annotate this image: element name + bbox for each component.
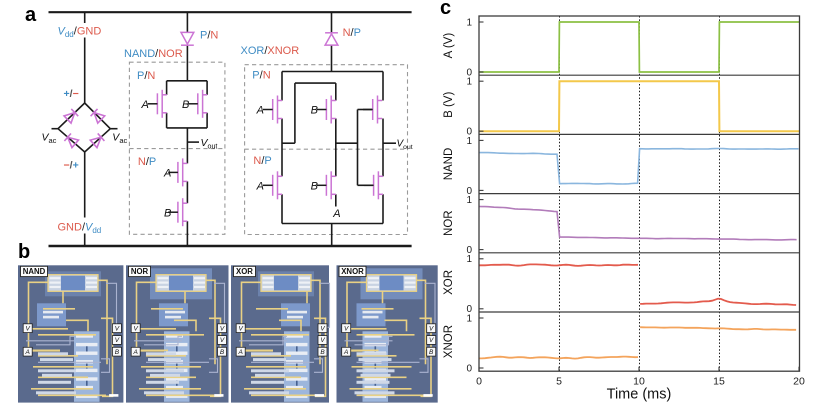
svg-text:NOR: NOR — [443, 210, 455, 236]
svg-text:XOR: XOR — [443, 270, 455, 295]
svg-text:B: B — [164, 207, 171, 219]
svg-text:1: 1 — [466, 195, 472, 206]
svg-text:A (V): A (V) — [443, 33, 455, 59]
svg-text:B: B — [115, 349, 120, 356]
svg-text:V: V — [344, 325, 349, 332]
svg-text:A: A — [256, 181, 264, 193]
svg-text:P/N: P/N — [200, 30, 218, 42]
svg-text:V: V — [220, 337, 225, 344]
svg-text:N/P: N/P — [343, 27, 361, 39]
svg-text:V: V — [429, 325, 434, 332]
svg-text:a: a — [25, 4, 37, 26]
svg-text:c: c — [440, 0, 451, 19]
svg-text:0: 0 — [476, 376, 482, 388]
svg-text:XOR: XOR — [236, 267, 253, 276]
svg-text:A: A — [343, 349, 348, 356]
svg-text:B: B — [311, 105, 318, 117]
svg-text:V: V — [115, 325, 120, 332]
svg-text:XNOR: XNOR — [341, 267, 364, 276]
svg-text:A: A — [141, 99, 149, 111]
svg-text:1: 1 — [466, 136, 472, 147]
svg-text:b: b — [18, 241, 30, 263]
svg-text:1: 1 — [466, 77, 472, 88]
svg-text:0: 0 — [466, 186, 472, 197]
svg-text:N/P: N/P — [253, 155, 271, 167]
svg-text:V: V — [320, 337, 325, 344]
svg-text:XNOR: XNOR — [443, 325, 455, 358]
svg-text:B: B — [311, 181, 318, 193]
svg-text:P/N: P/N — [137, 70, 155, 82]
svg-text:20: 20 — [793, 376, 805, 388]
svg-text:A: A — [25, 349, 30, 356]
svg-text:GND/Vdd: GND/Vdd — [58, 222, 102, 236]
svg-text:1: 1 — [466, 17, 472, 28]
svg-text:NAND/NOR: NAND/NOR — [124, 48, 183, 60]
svg-text:0: 0 — [466, 304, 472, 315]
svg-text:0: 0 — [466, 363, 472, 374]
svg-text:N/P: N/P — [138, 156, 156, 168]
svg-text:NAND: NAND — [443, 148, 455, 181]
svg-text:A: A — [133, 349, 138, 356]
svg-text:Time (ms): Time (ms) — [607, 387, 672, 403]
svg-text:−/+: −/+ — [64, 160, 79, 172]
svg-text:5: 5 — [556, 376, 562, 388]
svg-text:A: A — [332, 208, 340, 220]
svg-text:B (V): B (V) — [443, 92, 455, 118]
svg-text:B: B — [220, 349, 225, 356]
svg-text:NOR: NOR — [131, 267, 149, 276]
svg-text:0: 0 — [466, 245, 472, 256]
svg-text:A: A — [238, 349, 243, 356]
svg-text:Vout: Vout — [201, 137, 218, 151]
svg-text:Vdd/GND: Vdd/GND — [58, 26, 102, 40]
svg-text:A: A — [256, 105, 264, 117]
svg-text:Vac: Vac — [42, 132, 57, 146]
svg-text:0: 0 — [466, 67, 472, 78]
svg-text:V: V — [115, 337, 120, 344]
svg-text:0: 0 — [466, 127, 472, 138]
svg-text:B: B — [320, 349, 325, 356]
svg-text:Vout: Vout — [397, 139, 413, 152]
svg-text:A: A — [163, 168, 171, 180]
svg-text:NAND: NAND — [23, 267, 46, 276]
svg-text:V: V — [239, 325, 244, 332]
svg-text:V: V — [429, 337, 434, 344]
svg-text:B: B — [429, 349, 434, 356]
svg-text:XOR/XNOR: XOR/XNOR — [241, 45, 300, 57]
svg-text:15: 15 — [713, 376, 725, 388]
svg-text:10: 10 — [633, 376, 645, 388]
svg-text:P/N: P/N — [252, 70, 270, 82]
svg-text:+/−: +/− — [64, 88, 79, 100]
svg-text:Vac: Vac — [112, 132, 127, 146]
svg-text:V: V — [320, 325, 325, 332]
svg-text:V: V — [134, 325, 139, 332]
svg-text:V: V — [220, 325, 225, 332]
svg-text:1: 1 — [466, 313, 472, 324]
svg-text:V: V — [26, 325, 31, 332]
svg-text:B: B — [182, 99, 189, 111]
svg-text:1: 1 — [466, 254, 472, 265]
